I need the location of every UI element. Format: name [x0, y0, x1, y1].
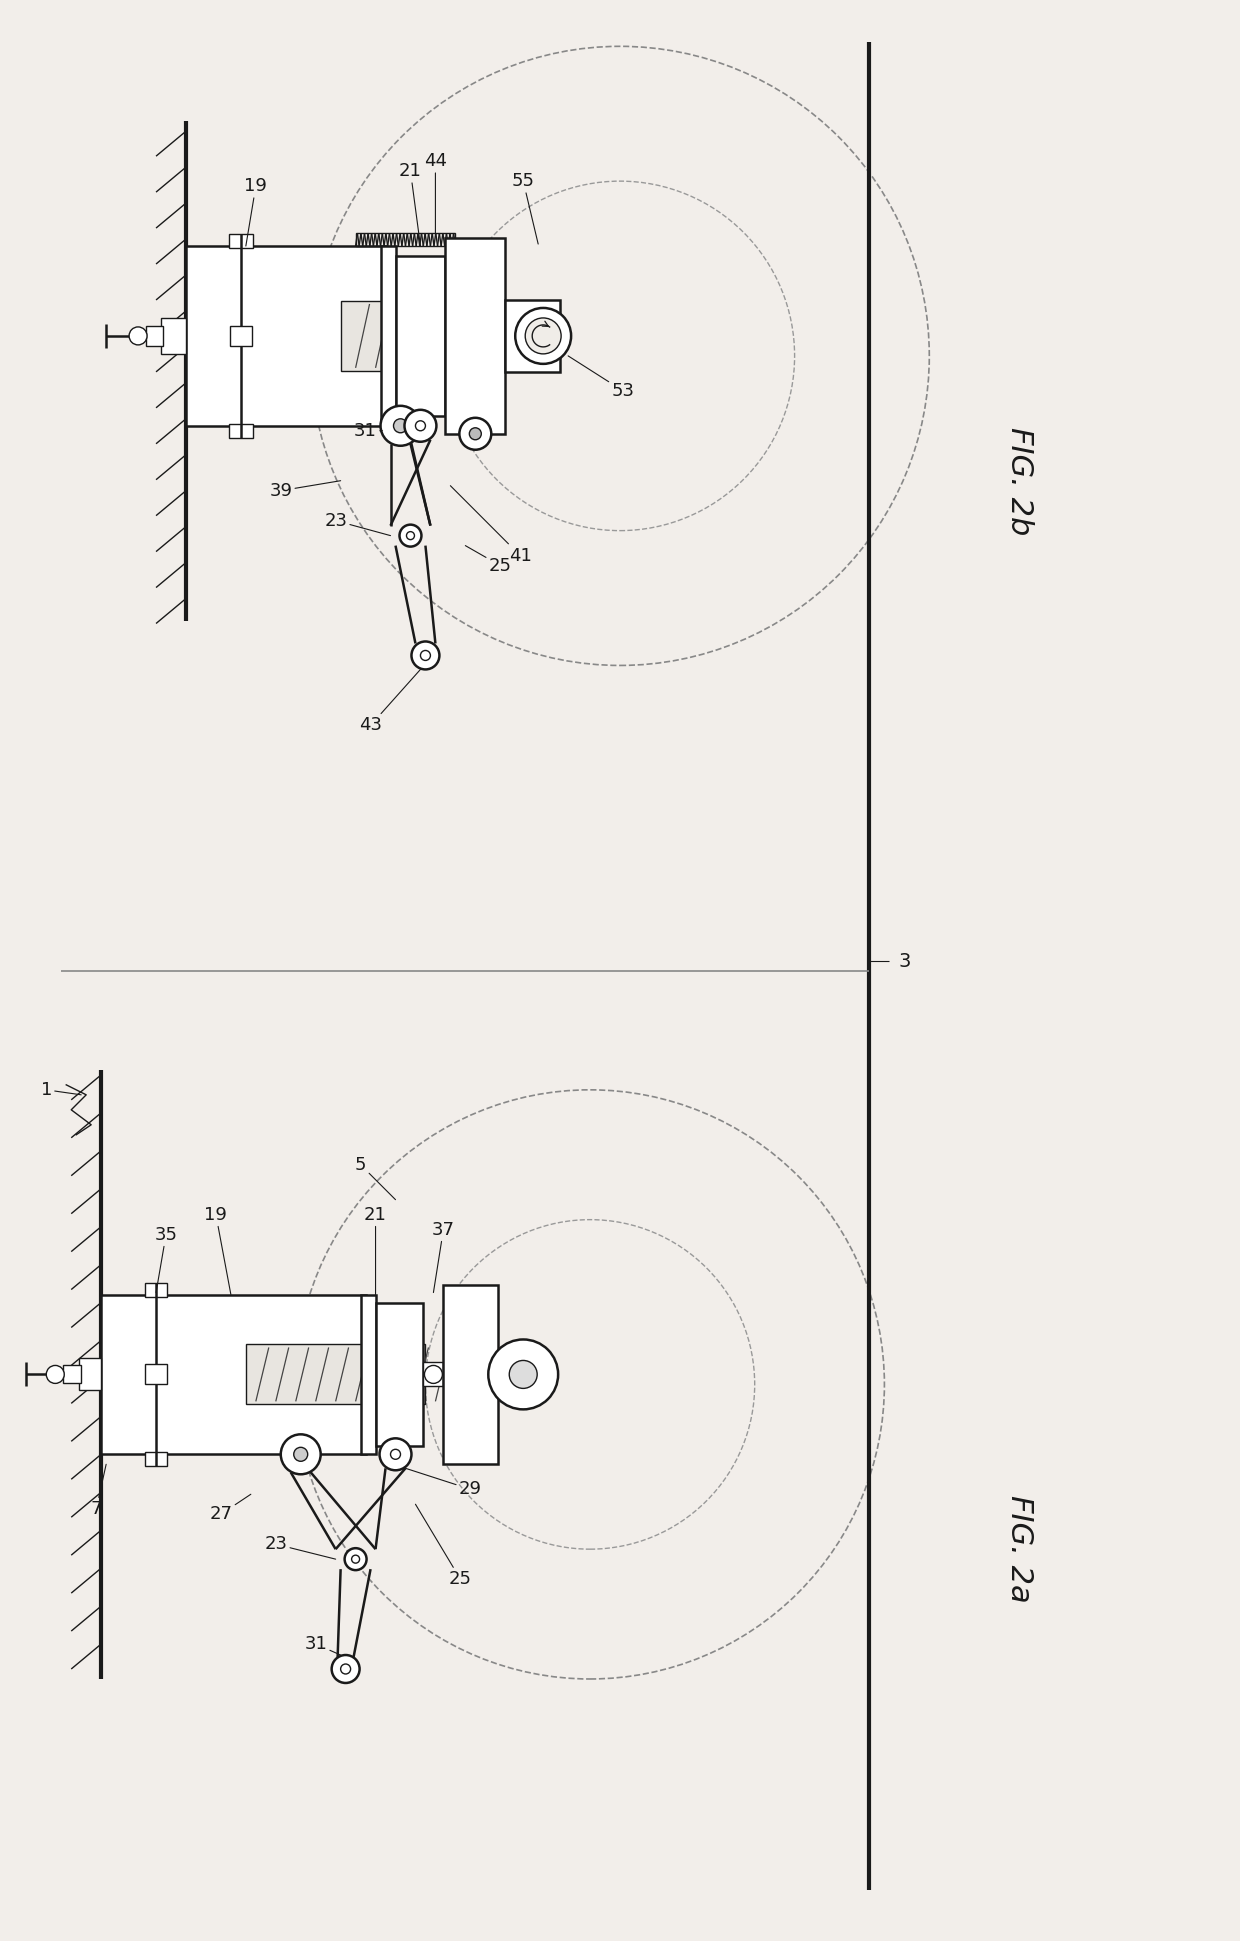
Bar: [161, 318, 186, 353]
Circle shape: [404, 410, 436, 443]
Circle shape: [393, 419, 408, 433]
Circle shape: [352, 1555, 360, 1563]
Text: 31: 31: [304, 1634, 341, 1656]
Bar: [146, 326, 162, 345]
Bar: [361, 1295, 376, 1454]
Bar: [145, 1452, 167, 1465]
Text: 25: 25: [465, 545, 512, 575]
Text: 23: 23: [264, 1535, 336, 1559]
Text: 21: 21: [365, 1205, 387, 1295]
Bar: [145, 1283, 167, 1297]
Bar: [505, 301, 560, 373]
Circle shape: [459, 417, 491, 450]
Bar: [444, 1285, 498, 1464]
Circle shape: [469, 427, 481, 441]
Text: 55: 55: [512, 173, 538, 245]
Text: 27: 27: [210, 1495, 250, 1524]
Bar: [79, 1359, 102, 1390]
Circle shape: [399, 524, 422, 547]
Text: 21: 21: [399, 163, 422, 247]
Text: 5: 5: [355, 1155, 396, 1200]
Bar: [376, 1302, 423, 1446]
Bar: [186, 247, 386, 425]
Bar: [423, 1363, 444, 1386]
Circle shape: [516, 309, 572, 363]
Circle shape: [294, 1448, 308, 1462]
Text: 53: 53: [568, 355, 635, 400]
Bar: [102, 1295, 366, 1454]
Text: 3: 3: [898, 951, 910, 970]
Circle shape: [412, 641, 439, 670]
Bar: [229, 423, 253, 439]
Circle shape: [489, 1339, 558, 1409]
Text: 35: 35: [155, 1225, 177, 1293]
Text: 7: 7: [91, 1464, 107, 1518]
Circle shape: [424, 1365, 443, 1384]
Bar: [229, 235, 253, 248]
Bar: [229, 326, 252, 345]
Circle shape: [345, 1549, 367, 1570]
Bar: [356, 233, 455, 247]
Text: FIG. 2a: FIG. 2a: [1004, 1495, 1034, 1603]
Text: 44: 44: [424, 151, 446, 233]
Text: FIG. 2b: FIG. 2b: [1004, 427, 1034, 536]
Circle shape: [341, 1663, 351, 1673]
Text: 41: 41: [450, 485, 532, 565]
Text: 1: 1: [41, 1081, 81, 1099]
Bar: [341, 301, 445, 371]
Bar: [396, 256, 445, 415]
Text: 25: 25: [415, 1504, 472, 1588]
Text: 29: 29: [405, 1467, 482, 1498]
Circle shape: [407, 532, 414, 540]
Circle shape: [420, 650, 430, 660]
Text: 19: 19: [244, 177, 268, 247]
Circle shape: [280, 1434, 321, 1475]
Text: 43: 43: [360, 670, 420, 734]
Circle shape: [510, 1361, 537, 1388]
Circle shape: [391, 1450, 401, 1460]
Bar: [445, 239, 505, 433]
Bar: [381, 247, 396, 425]
Circle shape: [415, 421, 425, 431]
Circle shape: [46, 1365, 64, 1384]
Bar: [145, 1365, 167, 1384]
Circle shape: [331, 1656, 360, 1683]
Text: 19: 19: [205, 1205, 231, 1295]
Circle shape: [526, 318, 562, 353]
Text: 39: 39: [269, 481, 341, 499]
Text: 23: 23: [324, 512, 391, 536]
Circle shape: [379, 1438, 412, 1469]
Circle shape: [381, 406, 420, 446]
Circle shape: [129, 326, 148, 345]
Text: 31: 31: [355, 421, 382, 441]
Text: 37: 37: [432, 1221, 455, 1293]
Bar: [246, 1345, 425, 1405]
Bar: [63, 1365, 81, 1384]
